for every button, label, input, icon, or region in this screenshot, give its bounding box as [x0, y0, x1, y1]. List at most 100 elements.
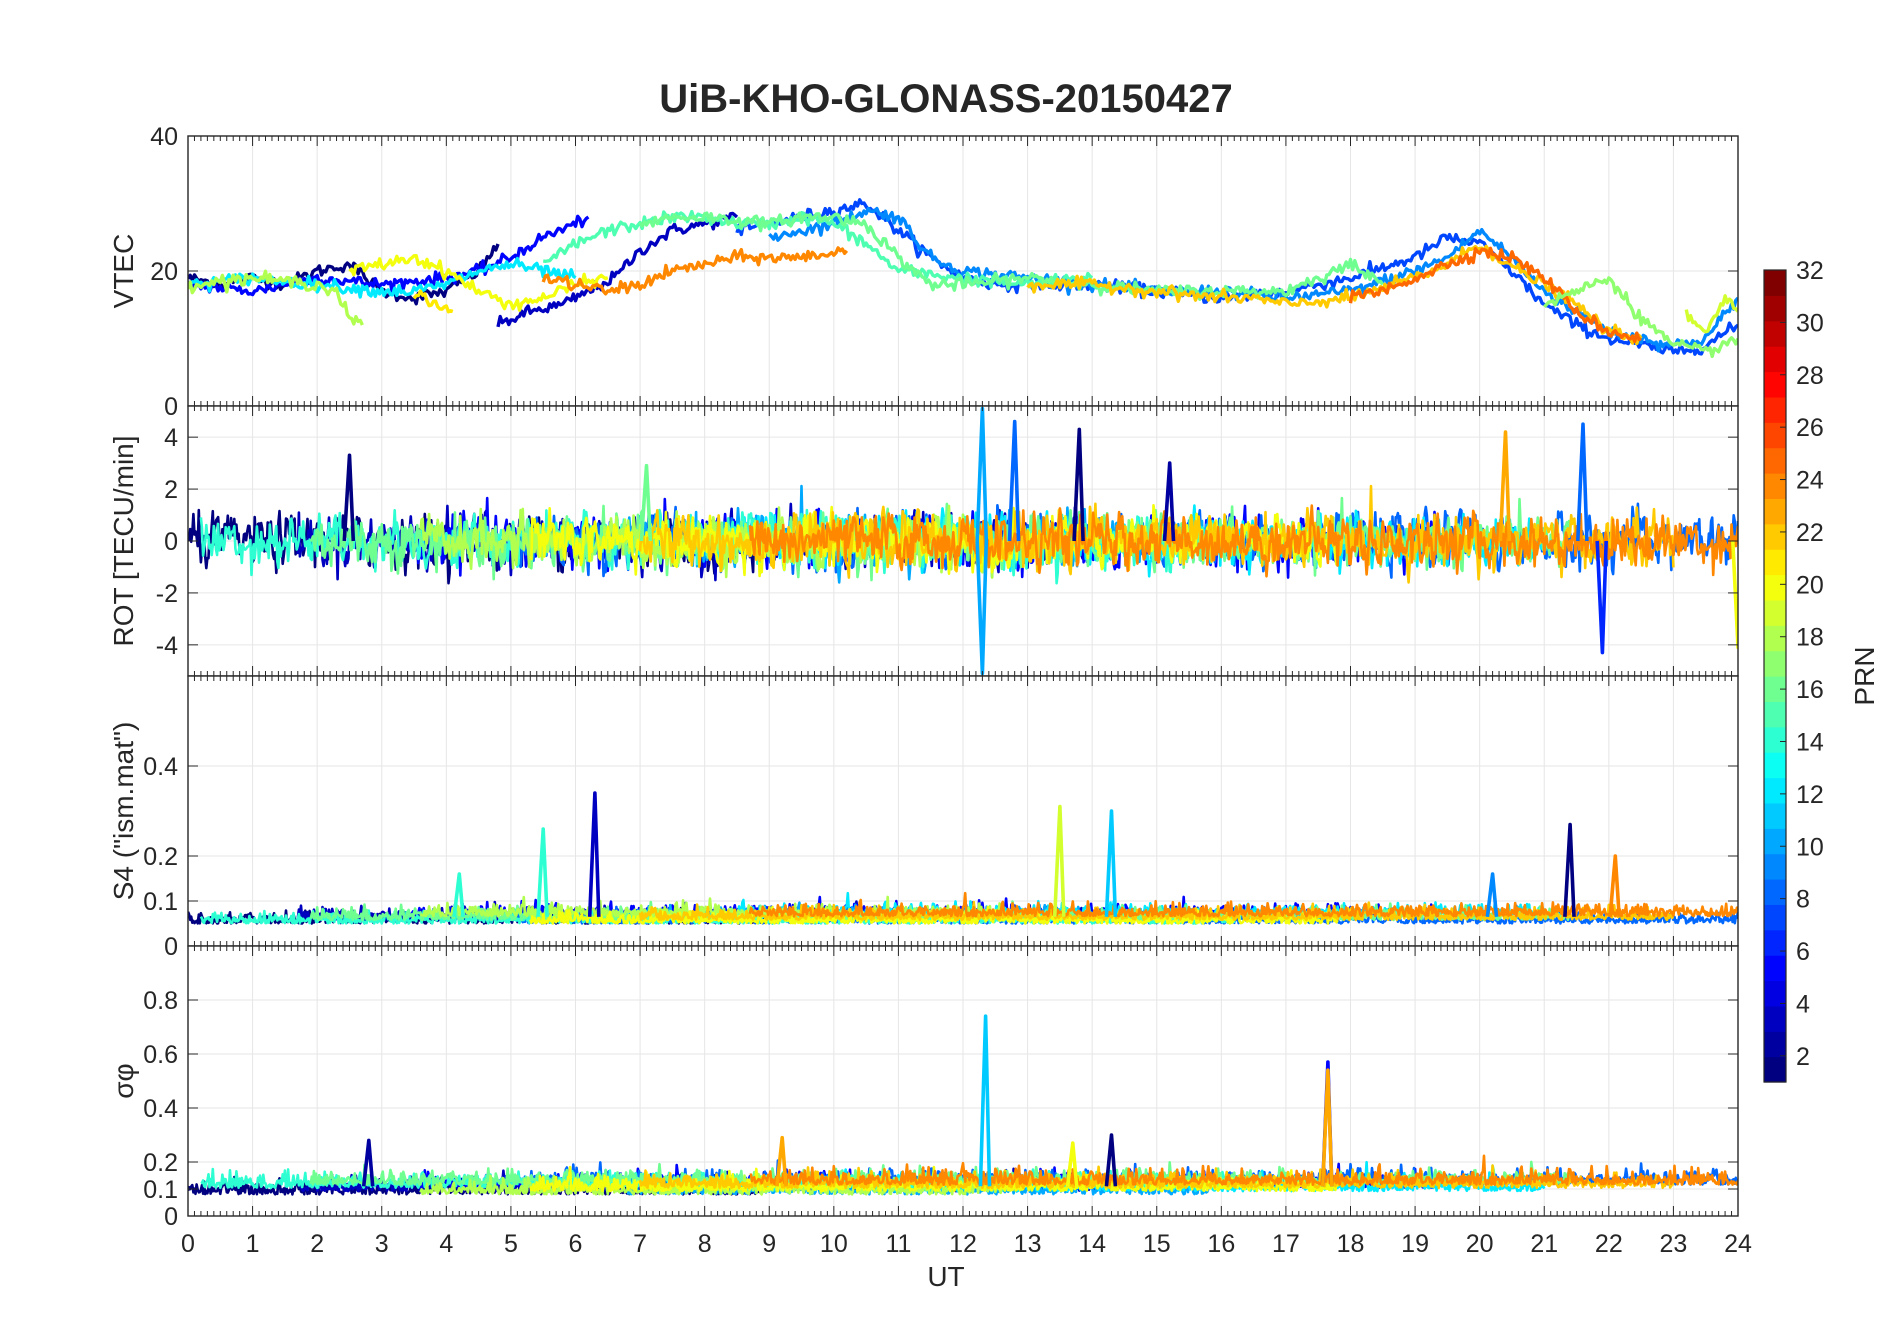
colorbar-tick-label: 14 — [1796, 728, 1824, 756]
series-prn-19 — [1684, 294, 1738, 334]
x-tick-label: 10 — [820, 1230, 848, 1258]
series-prn-3 — [496, 211, 739, 328]
x-tick-label: 16 — [1207, 1230, 1235, 1258]
spike-prn-2 — [1162, 461, 1176, 542]
series-group — [188, 406, 1738, 676]
colorbar-tick-label: 26 — [1796, 414, 1824, 442]
x-tick-label: 20 — [1466, 1230, 1494, 1258]
spike-prn-2 — [361, 1138, 375, 1187]
y-tick-label: 0.8 — [143, 987, 178, 1015]
colorbar-tick-label: 2 — [1796, 1043, 1810, 1071]
panel-vtec: 0 20 40 VTEC — [108, 123, 1739, 421]
colorbar-tick-label: 4 — [1796, 990, 1810, 1018]
colorbar-segment — [1764, 676, 1786, 702]
series-prn-18 — [419, 1172, 1004, 1196]
colorbar-segment — [1764, 955, 1786, 982]
y-tick-label: 0.2 — [143, 1149, 178, 1177]
colorbar-tick-label: 24 — [1796, 467, 1824, 495]
colorbar-tick-label: 22 — [1796, 519, 1824, 547]
spike-prn-1 — [1104, 1133, 1118, 1187]
x-tick-label: 18 — [1337, 1230, 1365, 1258]
colorbar-tick-label: 8 — [1796, 886, 1810, 914]
series-group — [188, 1014, 1738, 1196]
colorbar-segment — [1764, 879, 1786, 905]
y-axis-label: S4 ("ism.mat") — [108, 722, 139, 901]
series-prn-21 — [412, 289, 454, 314]
colorbar-segment — [1764, 346, 1786, 373]
spike-prn-14 — [536, 827, 549, 917]
panel-rot: -4 -2 0 2 4 ROT [TECU/min] — [108, 405, 1739, 677]
y-tick-label: 0.6 — [143, 1041, 178, 1069]
colorbar-segment — [1764, 828, 1786, 855]
spike-prn-6 — [1595, 540, 1608, 655]
series-prn-18 — [419, 895, 1003, 918]
x-tick-label: 4 — [439, 1230, 453, 1258]
colorbar-tick-label: 30 — [1796, 309, 1824, 337]
colorbar-tick-label: 32 — [1796, 257, 1824, 285]
colorbar-tick-label: 10 — [1796, 833, 1824, 861]
colorbar-segment — [1764, 777, 1786, 804]
series-prn-24 — [749, 1154, 1738, 1186]
colorbar-tick-label: 28 — [1796, 362, 1824, 390]
spike-prn-9 — [1485, 872, 1499, 918]
colorbar-segment — [1764, 726, 1786, 753]
series-group — [188, 198, 1738, 359]
spike-prn-1 — [1072, 427, 1085, 542]
x-axis-label: UT — [927, 1261, 964, 1292]
colorbar-segment — [1764, 574, 1786, 601]
series-prn-24 — [541, 246, 849, 296]
y-tick-label: 0.4 — [143, 753, 178, 781]
y-axis-label: VTEC — [108, 234, 139, 309]
colorbar-segment — [1764, 980, 1786, 1007]
colorbar-tick-label: 18 — [1796, 624, 1824, 652]
colorbar-tick-label: 12 — [1796, 781, 1824, 809]
spike-prn-11 — [978, 1014, 992, 1187]
series-prn-24 — [748, 504, 1738, 578]
colorbar-segment — [1764, 396, 1786, 423]
colorbar-segment — [1764, 599, 1786, 626]
x-tick-label: 14 — [1078, 1230, 1106, 1258]
colorbar-segment — [1764, 650, 1786, 677]
spike-prn-16 — [639, 463, 653, 542]
spike-prn-14 — [452, 872, 465, 918]
spike-prn-23 — [1498, 430, 1512, 542]
y-tick-label: 20 — [150, 258, 178, 286]
x-tick-label: 3 — [375, 1230, 389, 1258]
y-tick-label: 0.1 — [143, 1176, 178, 1204]
series-prn-18 — [188, 269, 364, 326]
colorbar-segment — [1764, 473, 1786, 499]
spike-prn-8 — [1007, 419, 1021, 542]
spike-prn-1 — [342, 453, 356, 542]
x-tick-label: 1 — [246, 1230, 260, 1258]
colorbar-segment — [1764, 625, 1786, 652]
x-tick-label: 23 — [1660, 1230, 1688, 1258]
colorbar-segment — [1764, 1056, 1786, 1083]
x-tick-label: 21 — [1530, 1230, 1558, 1258]
x-tick-label: 5 — [504, 1230, 518, 1258]
x-tick-label: 15 — [1143, 1230, 1171, 1258]
colorbar-segment — [1764, 802, 1786, 829]
y-tick-label: 2 — [164, 476, 178, 504]
ticks: 0 20 40 — [150, 123, 1739, 421]
colorbar-segment — [1764, 447, 1786, 474]
spike-prn-1 — [1563, 822, 1576, 917]
x-tick-label: 8 — [698, 1230, 712, 1258]
y-tick-label: 0 — [164, 1203, 178, 1231]
x-tick-label: 24 — [1724, 1230, 1752, 1258]
colorbar-segment — [1764, 701, 1786, 728]
series-prn-20 — [348, 254, 609, 312]
y-tick-label: 0.4 — [143, 1095, 178, 1123]
colorbar-segment — [1764, 1005, 1786, 1032]
spike-prn-23 — [1320, 1068, 1334, 1187]
panel-sigma_phi: 00.10.20.40.60.80 1 2 3 4 5 6 7 8 9 10 11 12 13 14 15 16… — [108, 945, 1752, 1258]
colorbar-segment — [1764, 1031, 1786, 1058]
y-tick-label: 0 — [164, 528, 178, 556]
spike-prn-24 — [1608, 854, 1621, 917]
colorbar-segment — [1764, 295, 1786, 322]
series-prn-12 — [188, 256, 577, 299]
series-prn-5 — [188, 214, 590, 297]
spike-prn-23 — [775, 1135, 788, 1187]
colorbar-segment — [1764, 904, 1786, 931]
